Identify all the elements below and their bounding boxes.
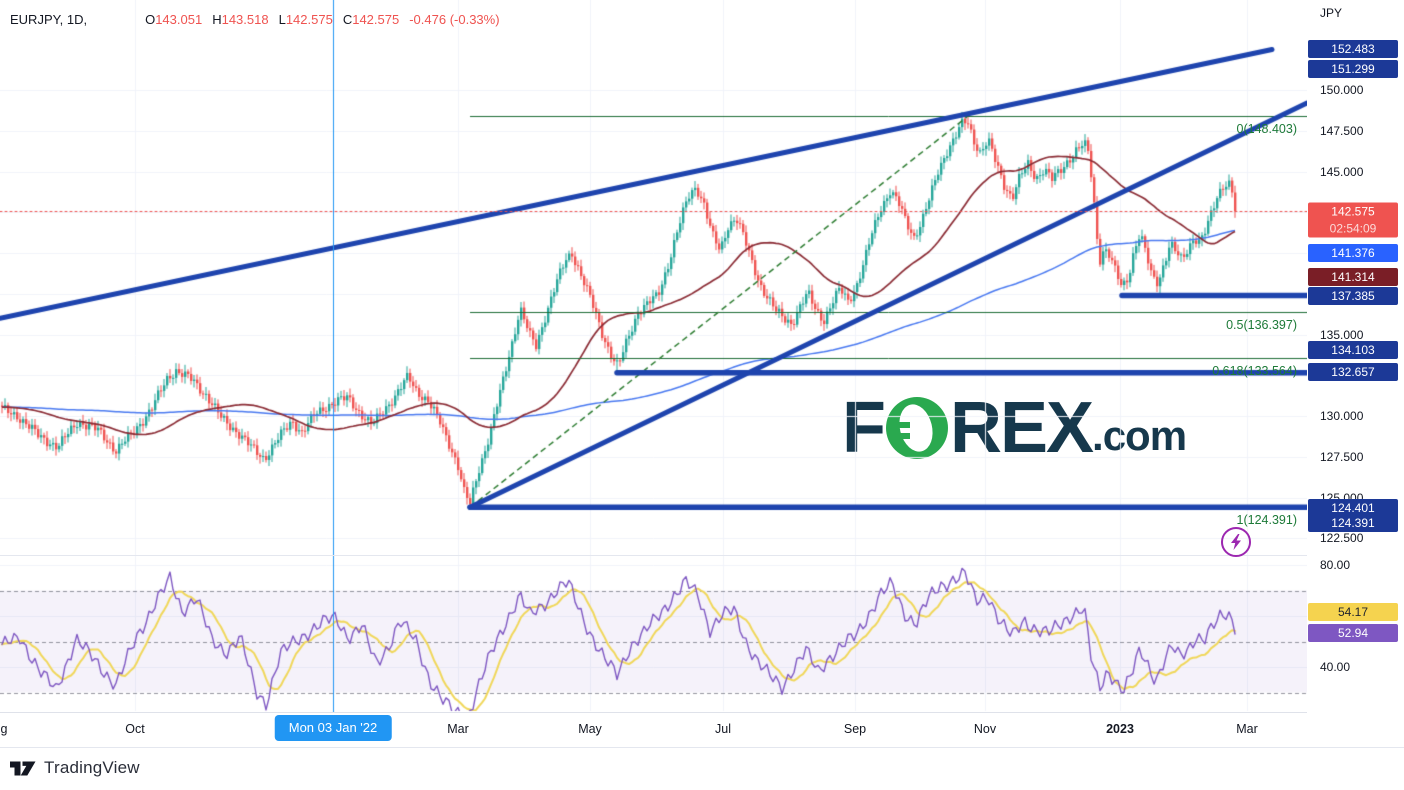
ohlc-c: C142.575	[342, 12, 400, 27]
event-date-badge: Mon 03 Jan '22	[274, 715, 392, 741]
axis-label: 135.000	[1320, 327, 1364, 342]
axis-label: 147.500	[1320, 123, 1364, 138]
price-badge: 141.314	[1308, 268, 1398, 286]
price-badge: 134.103	[1308, 341, 1398, 359]
axis-label: 130.000	[1320, 409, 1364, 423]
time-label: May	[578, 722, 602, 736]
price-badge: 124.391	[1308, 514, 1398, 532]
flash-icon[interactable]	[1221, 527, 1251, 557]
time-label: Oct	[125, 722, 145, 736]
price-badge: 124.401	[1308, 499, 1398, 517]
ohlc-values: O143.051 H143.518 L142.575 C142.575	[145, 12, 409, 27]
tradingview-mark-icon	[10, 761, 36, 775]
time-label: Mar	[1236, 722, 1258, 736]
price-badge: 52.94	[1308, 624, 1398, 642]
time-label: Mar	[447, 722, 469, 736]
currency-label: JPY	[1320, 6, 1343, 20]
price-badge: 132.657	[1308, 363, 1398, 381]
symbol-legend: EURJPY, 1D, O143.051 H143.518 L142.575 C142…	[10, 12, 500, 27]
axis-label: 150.000	[1320, 83, 1364, 97]
fib-level-label[interactable]: 0.618(133.564)	[1212, 363, 1297, 378]
price-badge: 151.299	[1308, 60, 1398, 78]
symbol-title: EURJPY, 1D,	[10, 12, 88, 27]
tradingview-logo[interactable]: TradingView	[10, 758, 140, 778]
change-value: -0.476 (-0.33%)	[409, 12, 500, 27]
tradingview-wordmark: TradingView	[44, 758, 140, 777]
ohlc-h: H143.518	[212, 12, 269, 27]
time-axis-border	[0, 712, 1404, 713]
ohlc-l: L142.575	[278, 12, 333, 27]
time-axis[interactable]: Mon 03 Jan '22 g Oct Mar May Jul Sep Nov 2023 Ma…	[0, 713, 1404, 747]
axis-label: 145.000	[1320, 164, 1364, 179]
axis-label: 40.00	[1320, 660, 1351, 674]
widget-bottom-border	[0, 747, 1404, 748]
price-chart-canvas[interactable]	[0, 0, 1307, 712]
ohlc-o: O143.051	[145, 12, 203, 27]
price-axis[interactable]: JPY 150.000 147.500 145.000 135.000 130.000 1…	[1307, 0, 1404, 747]
price-badge: 54.17	[1308, 603, 1398, 621]
last-price-badge: 142.575 02:54:09	[1308, 202, 1398, 238]
axis-label: 127.500	[1320, 449, 1364, 464]
fib-level-label[interactable]: 0.5(136.397)	[1226, 317, 1297, 332]
time-label: Sep	[843, 722, 867, 736]
axis-label: 122.500	[1320, 531, 1364, 546]
time-label: Jul	[715, 722, 731, 736]
axis-label: 80.00	[1320, 558, 1351, 572]
fib-level-label[interactable]: 0(148.403)	[1236, 122, 1297, 137]
pane-separator[interactable]	[0, 555, 1307, 556]
time-label: g	[0, 722, 8, 736]
price-badge: 152.483	[1308, 40, 1398, 58]
fib-level-label[interactable]: 1(124.391)	[1236, 513, 1297, 528]
time-label: Nov	[973, 722, 997, 736]
time-label: 2023	[1106, 722, 1134, 736]
price-badge: 141.376	[1308, 244, 1398, 262]
price-badge: 137.385	[1308, 287, 1398, 305]
